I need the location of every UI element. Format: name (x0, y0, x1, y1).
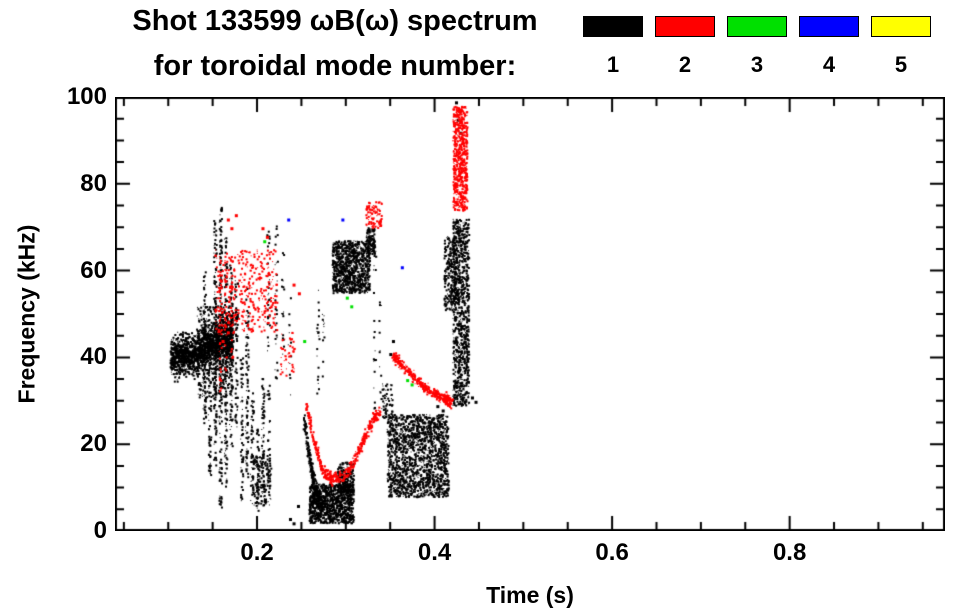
legend-entry-4: 4 (799, 16, 859, 76)
y-tick-label: 80 (80, 169, 107, 197)
x-tick-label: 0.8 (772, 539, 807, 566)
spectrogram-plot-canvas (115, 97, 945, 531)
legend-entry-1: 1 (583, 16, 643, 76)
x-axis-title: Time (s) (486, 582, 574, 608)
y-axis-title: Frequency (kHz) (13, 224, 40, 404)
y-tick-label: 60 (80, 256, 107, 284)
legend-swatch-4 (799, 16, 859, 37)
y-tick-label: 20 (80, 430, 107, 458)
x-tick-label: 0.2 (240, 539, 274, 566)
legend-label: 3 (750, 52, 764, 77)
legend-label: 5 (894, 52, 908, 77)
y-tick-label: 40 (80, 343, 107, 371)
legend-label: 4 (822, 52, 836, 77)
y-tick-label: 0 (93, 517, 107, 544)
legend-swatch-3 (727, 16, 787, 37)
legend-swatch-5 (871, 16, 931, 37)
x-tick-label: 0.4 (417, 539, 452, 566)
legend-swatch-2 (655, 16, 715, 37)
legend-entry-2: 2 (655, 16, 715, 76)
legend-entry-3: 3 (727, 16, 787, 76)
legend-swatch-1 (583, 16, 643, 37)
chart-subtitle: for toroidal mode number: (153, 50, 517, 82)
legend-label: 2 (678, 52, 692, 77)
chart-title: Shot 133599 ωB(ω) spectrum (132, 5, 538, 37)
mode-legend: 1 2 3 4 5 (583, 16, 931, 76)
legend-entry-5: 5 (871, 16, 931, 76)
x-tick-label: 0.6 (595, 539, 629, 566)
legend-label: 1 (606, 52, 620, 77)
y-tick-label: 100 (66, 83, 107, 110)
